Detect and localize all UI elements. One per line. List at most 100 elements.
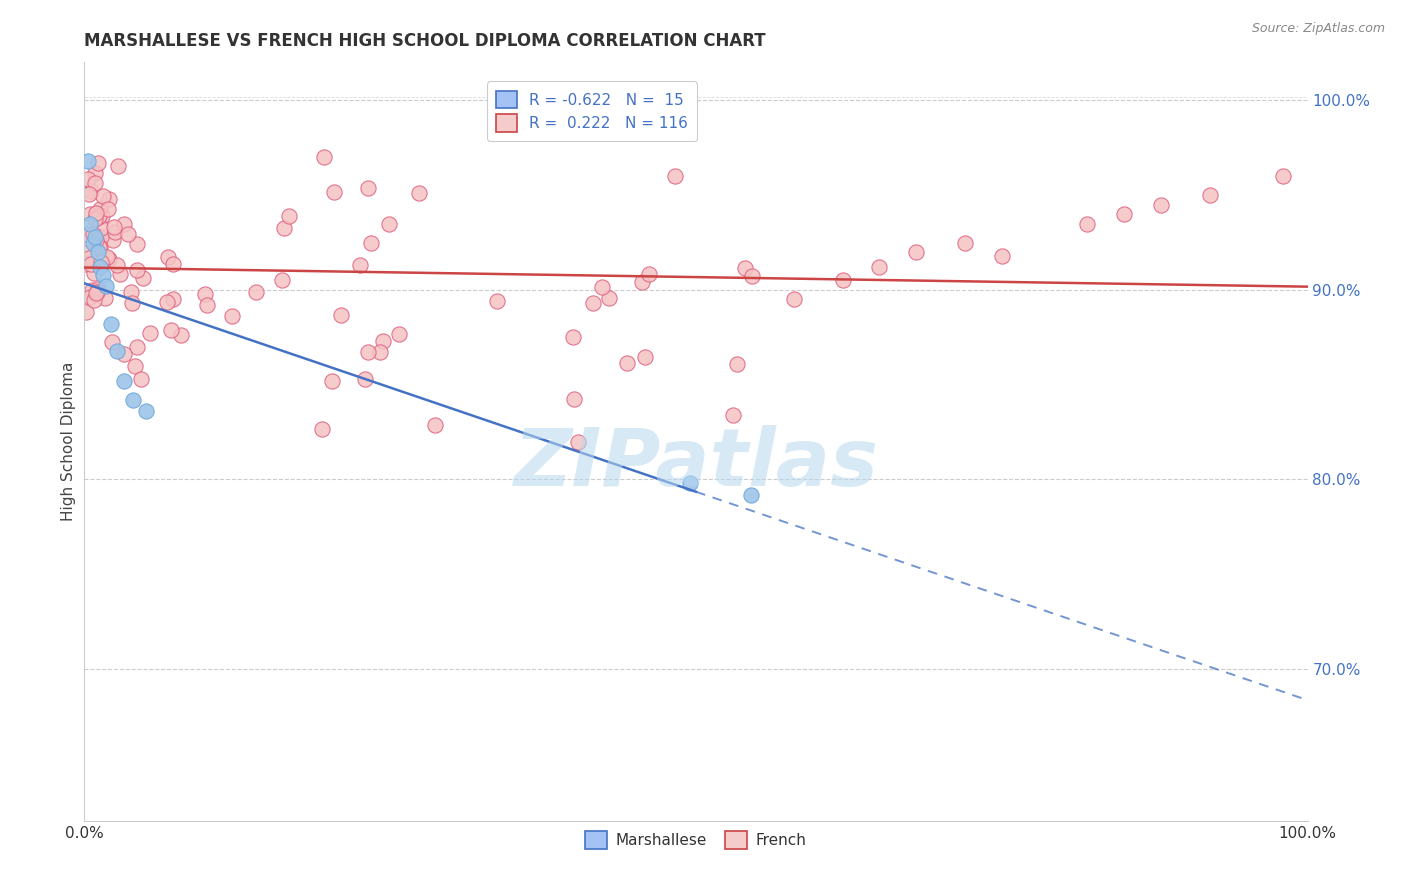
Point bbox=[1076, 217, 1098, 231]
Point bbox=[83, 211, 105, 226]
Point bbox=[664, 169, 686, 184]
Point bbox=[721, 409, 744, 423]
Point bbox=[170, 328, 193, 343]
Point bbox=[330, 308, 353, 322]
Point bbox=[80, 257, 103, 271]
Point bbox=[75, 246, 97, 260]
Point bbox=[129, 371, 152, 385]
Point bbox=[127, 237, 149, 252]
Point bbox=[125, 263, 148, 277]
Point bbox=[581, 295, 603, 310]
Point bbox=[740, 487, 762, 501]
Point bbox=[76, 171, 98, 186]
Point bbox=[75, 305, 97, 319]
Point bbox=[357, 180, 380, 194]
Point bbox=[353, 372, 375, 386]
Point bbox=[567, 434, 589, 449]
Point bbox=[278, 209, 301, 223]
Point bbox=[270, 273, 292, 287]
Point bbox=[194, 286, 217, 301]
Point bbox=[124, 359, 146, 374]
Point bbox=[273, 220, 295, 235]
Point bbox=[157, 250, 180, 264]
Point bbox=[83, 293, 105, 308]
Point bbox=[83, 266, 105, 280]
Point bbox=[97, 202, 120, 217]
Point bbox=[96, 279, 118, 293]
Point bbox=[105, 259, 128, 273]
Point bbox=[598, 291, 620, 305]
Point bbox=[357, 345, 380, 359]
Point bbox=[162, 292, 184, 306]
Point bbox=[132, 271, 155, 285]
Point bbox=[1272, 169, 1295, 184]
Point bbox=[89, 209, 111, 223]
Point bbox=[127, 340, 149, 354]
Point bbox=[831, 273, 853, 287]
Point bbox=[87, 240, 110, 254]
Point bbox=[423, 417, 446, 432]
Point bbox=[378, 217, 401, 231]
Point bbox=[100, 317, 122, 331]
Point bbox=[75, 227, 97, 241]
Point bbox=[101, 233, 124, 247]
Point bbox=[869, 260, 891, 275]
Point bbox=[485, 294, 508, 309]
Point bbox=[408, 186, 430, 201]
Point bbox=[87, 244, 110, 259]
Point bbox=[83, 176, 105, 190]
Point bbox=[160, 323, 183, 337]
Point bbox=[195, 298, 218, 312]
Point bbox=[90, 229, 112, 244]
Point bbox=[86, 155, 108, 169]
Point bbox=[93, 291, 115, 305]
Point bbox=[77, 154, 100, 169]
Point bbox=[86, 284, 108, 298]
Point bbox=[245, 285, 267, 299]
Point bbox=[368, 344, 391, 359]
Legend: Marshallese, French: Marshallese, French bbox=[579, 825, 813, 855]
Point bbox=[84, 233, 107, 247]
Point bbox=[360, 235, 382, 250]
Point bbox=[725, 357, 748, 371]
Point bbox=[905, 244, 928, 259]
Point bbox=[321, 374, 343, 388]
Point bbox=[79, 217, 101, 231]
Point bbox=[741, 268, 763, 283]
Point bbox=[105, 343, 128, 358]
Point bbox=[103, 219, 125, 234]
Y-axis label: High School Diploma: High School Diploma bbox=[60, 362, 76, 521]
Point bbox=[388, 326, 411, 341]
Point bbox=[90, 220, 112, 235]
Point bbox=[80, 283, 103, 297]
Point bbox=[122, 392, 145, 407]
Point bbox=[953, 235, 976, 250]
Point bbox=[135, 404, 157, 418]
Point bbox=[91, 268, 114, 282]
Point bbox=[117, 227, 139, 241]
Point bbox=[679, 476, 702, 491]
Point bbox=[311, 422, 333, 436]
Point bbox=[82, 227, 104, 241]
Point bbox=[77, 187, 100, 202]
Point bbox=[121, 296, 143, 310]
Point bbox=[634, 350, 657, 364]
Point bbox=[98, 252, 121, 266]
Point bbox=[221, 310, 243, 324]
Point bbox=[371, 334, 394, 348]
Point bbox=[162, 256, 184, 270]
Point bbox=[107, 159, 129, 173]
Point bbox=[638, 267, 661, 281]
Text: ZIPatlas: ZIPatlas bbox=[513, 425, 879, 503]
Point bbox=[84, 230, 107, 244]
Point bbox=[75, 257, 97, 271]
Point bbox=[86, 285, 108, 299]
Point bbox=[349, 258, 371, 272]
Point bbox=[1198, 188, 1220, 202]
Point bbox=[323, 186, 346, 200]
Point bbox=[82, 235, 104, 250]
Point bbox=[616, 356, 638, 370]
Point bbox=[1150, 197, 1173, 211]
Point bbox=[591, 280, 613, 294]
Point bbox=[90, 210, 112, 224]
